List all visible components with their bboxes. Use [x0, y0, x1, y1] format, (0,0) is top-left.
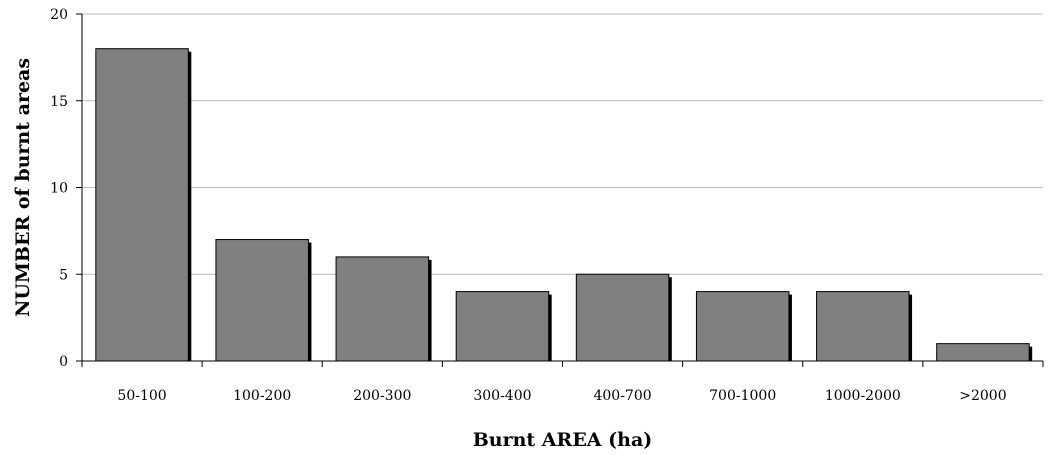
gridlines [82, 13, 1043, 275]
y-axis-title: NUMBER of burnt areas [12, 58, 34, 317]
bar-2 [335, 256, 430, 362]
bars [95, 48, 1033, 362]
bar-7 [936, 343, 1030, 362]
y-tick-label-0: 0 [59, 354, 68, 370]
bar-5 [695, 291, 790, 362]
bar-4 [575, 273, 670, 362]
bar-0 [95, 48, 189, 362]
axes [76, 13, 1044, 367]
y-tick-label-1: 5 [59, 267, 68, 283]
x-tick-label-5: 700-1000 [709, 388, 776, 404]
x-tick-label-6: 1000-2000 [825, 388, 901, 404]
bar-1 [215, 239, 309, 362]
y-tick-label-3: 15 [50, 94, 68, 110]
x-tick-labels: 50-100 100-200 200-300 300-400 400-700 700-10… [117, 388, 1006, 404]
x-tick-label-4: 400-700 [593, 388, 651, 404]
x-tick-label-3: 300-400 [473, 388, 531, 404]
bar-3 [455, 291, 550, 362]
y-tick-labels: 0 5 10 15 20 [50, 7, 68, 370]
x-tick-label-2: 200-300 [353, 388, 411, 404]
x-axis-title: Burnt AREA (ha) [473, 429, 653, 451]
x-tick-label-7: >2000 [959, 388, 1006, 404]
x-tick-label-1: 100-200 [233, 388, 291, 404]
bar-6 [816, 291, 910, 362]
y-tick-label-2: 10 [50, 181, 68, 197]
x-tick-label-0: 50-100 [117, 388, 166, 404]
y-tick-label-4: 20 [50, 7, 68, 23]
